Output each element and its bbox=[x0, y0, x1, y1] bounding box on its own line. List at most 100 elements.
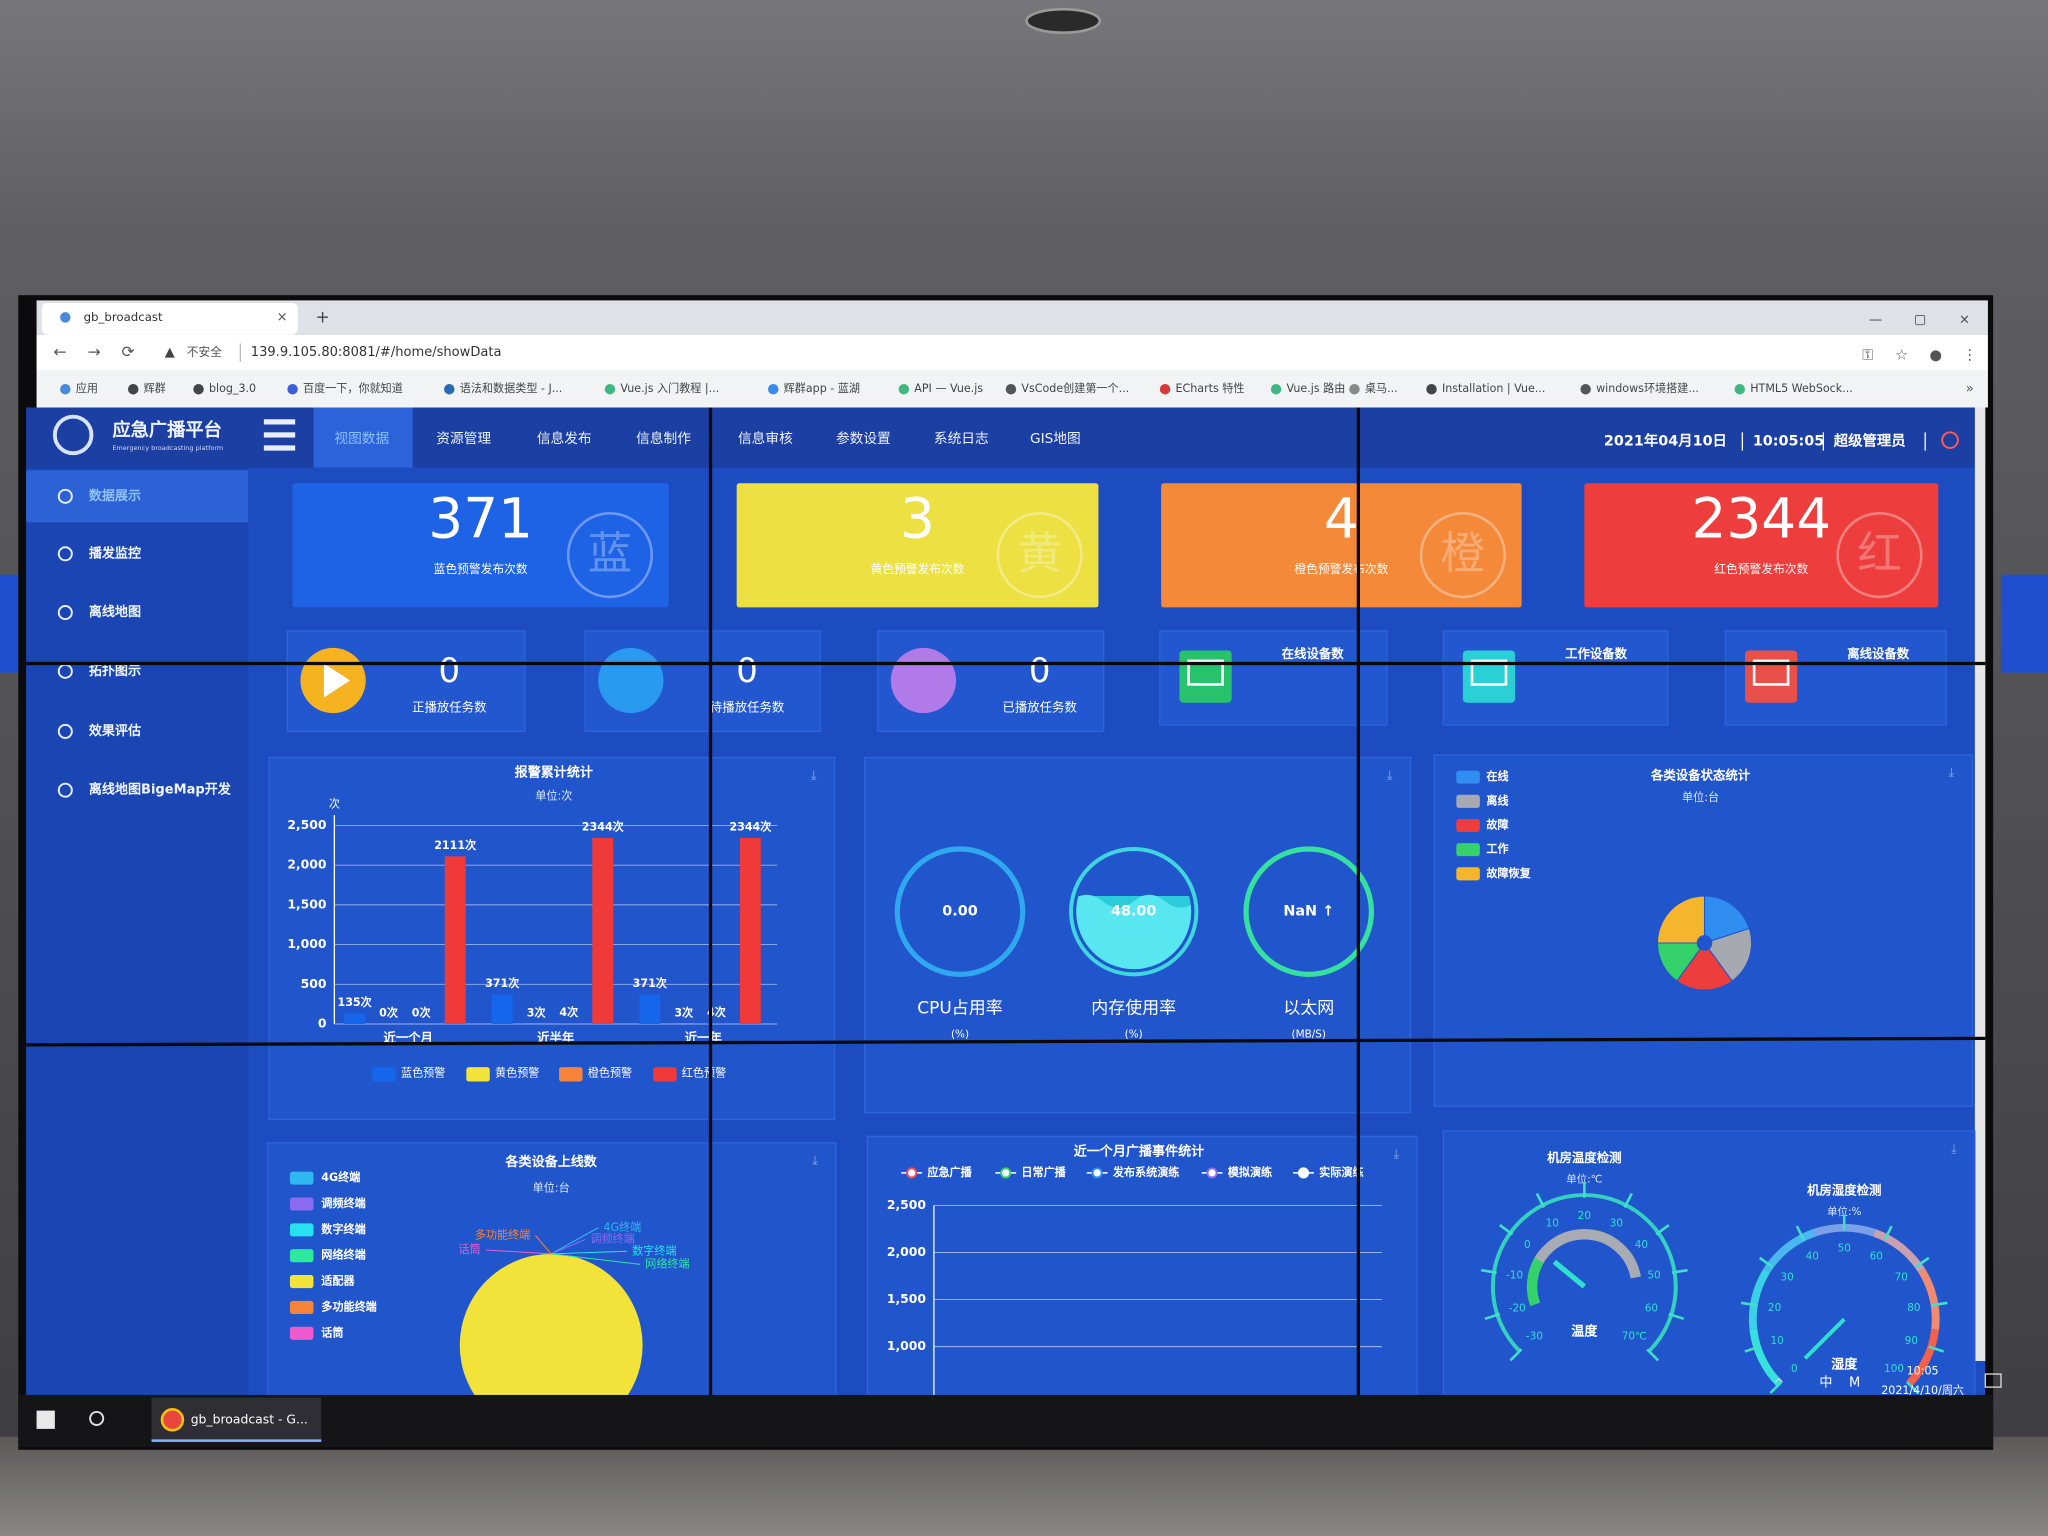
bookmark[interactable]: Installation | Vue... bbox=[1442, 382, 1546, 395]
sidebar-item[interactable]: 数据展示 bbox=[89, 488, 141, 504]
legend-swatch[interactable] bbox=[289, 1275, 314, 1289]
toolbar-icon[interactable]: ☆ bbox=[1895, 347, 1908, 363]
bookmark[interactable]: Vue.js 路由 bbox=[1287, 381, 1346, 395]
legend-label[interactable]: 话筒 bbox=[321, 1325, 343, 1339]
legend-label[interactable]: 工作 bbox=[1486, 842, 1508, 856]
legend-swatch[interactable] bbox=[1456, 818, 1480, 832]
bookmark[interactable]: API — Vue.js bbox=[914, 382, 983, 395]
legend-label[interactable]: 多功能终端 bbox=[321, 1299, 376, 1313]
menu-toggle[interactable] bbox=[263, 445, 296, 451]
bookmark[interactable]: Vue.js 入门教程 |... bbox=[620, 381, 719, 395]
bookmark[interactable]: 百度一下，你就知道 bbox=[303, 381, 403, 395]
bookmark[interactable]: blog_3.0 bbox=[209, 382, 256, 395]
legend-marker[interactable] bbox=[906, 1167, 918, 1179]
download-icon[interactable]: ⤓ bbox=[812, 1154, 818, 1169]
menu-toggle[interactable] bbox=[263, 419, 296, 425]
bookmark[interactable]: 应用 bbox=[76, 381, 98, 395]
sidebar-item[interactable]: 效果评估 bbox=[89, 723, 141, 739]
nav-button[interactable]: ⟳ bbox=[121, 342, 134, 361]
legend-swatch[interactable] bbox=[289, 1326, 314, 1340]
legend-swatch[interactable] bbox=[289, 1249, 314, 1263]
legend-label[interactable]: 数字终端 bbox=[321, 1222, 365, 1236]
download-icon[interactable]: ⤓ bbox=[1393, 1147, 1399, 1162]
tab-title[interactable]: gb_broadcast bbox=[84, 310, 163, 324]
window-button[interactable]: × bbox=[1959, 313, 1970, 328]
bookmark[interactable]: 桌马... bbox=[1365, 382, 1398, 395]
app-title[interactable]: gb_broadcast - G... bbox=[191, 1411, 308, 1426]
legend-label[interactable]: 橙色预警 bbox=[588, 1066, 632, 1080]
legend-swatch[interactable] bbox=[653, 1067, 677, 1082]
bookmark[interactable]: HTML5 WebSock... bbox=[1750, 382, 1853, 395]
start-button[interactable] bbox=[36, 1410, 55, 1429]
search-button[interactable] bbox=[89, 1410, 105, 1426]
nav-item[interactable]: 视图数据 bbox=[334, 431, 389, 447]
legend-marker[interactable] bbox=[1297, 1167, 1310, 1179]
logout[interactable] bbox=[1941, 431, 1959, 449]
toolbar-icon[interactable]: ● bbox=[1929, 347, 1942, 363]
menu-toggle[interactable] bbox=[263, 432, 296, 438]
legend-swatch[interactable] bbox=[289, 1197, 314, 1211]
legend-label[interactable]: 离线 bbox=[1486, 793, 1508, 807]
download-icon[interactable]: ⤓ bbox=[1951, 1142, 1957, 1157]
legend-swatch[interactable] bbox=[289, 1171, 314, 1185]
window-button[interactable]: — bbox=[1869, 313, 1882, 328]
legend-label[interactable]: 故障恢复 bbox=[1486, 866, 1531, 880]
legend-swatch[interactable] bbox=[1456, 794, 1480, 808]
nav-item[interactable]: 参数设置 bbox=[836, 430, 891, 447]
legend-swatch[interactable] bbox=[1456, 843, 1480, 857]
notification[interactable] bbox=[1984, 1373, 2002, 1388]
legend-marker[interactable] bbox=[1091, 1167, 1103, 1179]
legend-label[interactable]: 应急广播 bbox=[927, 1165, 972, 1179]
tab[interactable] bbox=[41, 303, 298, 335]
sidebar-item[interactable]: 拓扑图示 bbox=[89, 663, 141, 679]
url[interactable]: 139.9.105.80:8081/#/home/showData bbox=[251, 345, 502, 360]
download-icon[interactable]: ⤓ bbox=[811, 768, 817, 783]
nav-button[interactable]: ← bbox=[54, 342, 67, 361]
legend-marker[interactable] bbox=[1206, 1167, 1218, 1179]
legend-label[interactable]: 红色预警 bbox=[682, 1066, 726, 1080]
nav-item[interactable]: 信息发布 bbox=[537, 430, 592, 447]
legend-swatch[interactable] bbox=[1456, 770, 1480, 784]
legend-label[interactable]: 模拟演练 bbox=[1228, 1165, 1272, 1179]
legend-swatch[interactable] bbox=[466, 1067, 490, 1082]
legend-swatch[interactable] bbox=[559, 1067, 583, 1082]
ime[interactable]: 中 bbox=[1819, 1376, 1832, 1391]
nav-item[interactable]: 资源管理 bbox=[436, 431, 491, 447]
nav-item[interactable]: GIS地图 bbox=[1030, 431, 1081, 447]
new-tab[interactable]: + bbox=[316, 307, 330, 327]
legend-label[interactable]: 蓝色预警 bbox=[401, 1066, 445, 1080]
legend-marker[interactable] bbox=[1000, 1167, 1012, 1179]
bookmark[interactable]: windows环境搭建... bbox=[1596, 381, 1699, 395]
bookmark[interactable]: ECharts 特性 bbox=[1176, 381, 1245, 395]
legend-label[interactable]: 实际演练 bbox=[1319, 1165, 1363, 1179]
bookmark[interactable]: 辉群app - 蓝湖 bbox=[784, 381, 860, 395]
sidebar-active[interactable] bbox=[26, 470, 249, 523]
nav-item[interactable]: 信息制作 bbox=[636, 430, 691, 447]
legend-label[interactable]: 黄色预警 bbox=[495, 1066, 539, 1080]
user[interactable]: 超级管理员 bbox=[1833, 431, 1906, 449]
bookmark[interactable]: 辉群 bbox=[144, 381, 166, 395]
legend-label[interactable]: 调频终端 bbox=[321, 1196, 365, 1210]
legend-label[interactable]: 日常广播 bbox=[1021, 1165, 1066, 1179]
nav-active[interactable] bbox=[313, 407, 413, 468]
tray-icon[interactable]: ^ bbox=[1773, 1377, 1784, 1392]
legend-swatch[interactable] bbox=[289, 1300, 314, 1314]
download-icon[interactable]: ⤓ bbox=[1948, 766, 1954, 781]
bookmark[interactable]: VsCode创建第一个... bbox=[1021, 381, 1129, 395]
toolbar-icon[interactable]: ⚿ bbox=[1862, 347, 1873, 363]
legend-swatch[interactable] bbox=[372, 1067, 396, 1082]
toolbar-icon[interactable]: ⋮ bbox=[1962, 347, 1976, 363]
window-button[interactable]: ▢ bbox=[1914, 313, 1926, 328]
download-icon[interactable]: ⤓ bbox=[1387, 768, 1393, 783]
tab-close[interactable]: × bbox=[277, 310, 288, 325]
legend-label[interactable]: 发布系统演练 bbox=[1112, 1165, 1180, 1179]
legend-label[interactable]: 适配器 bbox=[321, 1274, 355, 1288]
tray-m[interactable]: M bbox=[1849, 1376, 1860, 1391]
legend-label[interactable]: 故障 bbox=[1486, 817, 1508, 831]
sidebar-item[interactable]: 离线地图 bbox=[89, 604, 141, 620]
legend-swatch[interactable] bbox=[1456, 867, 1480, 881]
legend-swatch[interactable] bbox=[289, 1223, 314, 1237]
sidebar-item[interactable]: 播发监控 bbox=[89, 545, 141, 561]
nav-button[interactable]: → bbox=[87, 342, 100, 361]
nav-item[interactable]: 系统日志 bbox=[934, 431, 989, 447]
